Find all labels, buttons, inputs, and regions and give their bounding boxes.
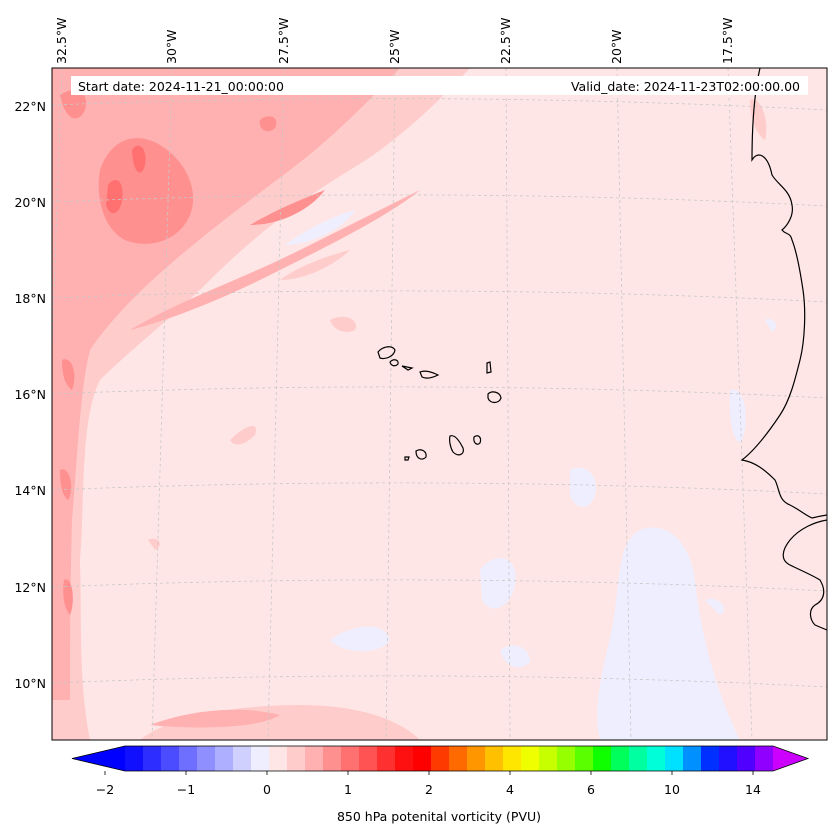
lon-label-17-5w: 17.5°W	[720, 18, 735, 64]
colorbar-segment	[557, 746, 576, 771]
latitude-gridlines	[52, 98, 827, 688]
sal-island	[486, 361, 492, 374]
lon-label-32-5w: 32.5°W	[54, 18, 69, 64]
sao-vicente-island	[389, 359, 399, 367]
santo-antao-island	[377, 346, 396, 360]
cb-tick-10: 10	[664, 782, 680, 797]
fogo-island	[415, 449, 427, 460]
colorbar-segment	[305, 746, 324, 771]
brava-island	[404, 456, 410, 461]
colorbar-segment	[197, 746, 216, 771]
colorbar-segment	[629, 746, 648, 771]
boa-vista-island	[487, 391, 502, 404]
latitude-labels: 22°N 20°N 18°N 16°N 14°N 12°N 10°N	[14, 99, 46, 691]
lat-label-18n: 18°N	[14, 291, 46, 306]
colorbar-segment	[179, 746, 198, 771]
colorbar-segment	[377, 746, 396, 771]
africa-coastline-south	[782, 519, 827, 631]
lat-label-10n: 10°N	[14, 676, 46, 691]
cape-verde-islands	[377, 346, 502, 461]
colorbar-segment	[701, 746, 720, 771]
colorbar-segment	[413, 746, 432, 771]
colorbar-segment	[755, 746, 774, 771]
colorbar-segment	[161, 746, 180, 771]
header-strip	[71, 76, 808, 95]
colorbar-segment	[575, 746, 594, 771]
longitude-gridlines	[52, 68, 753, 740]
colorbar-segment	[233, 746, 252, 771]
cb-tick-14: 14	[745, 782, 761, 797]
lon-label-25w: 25°W	[387, 29, 402, 64]
lon-label-20w: 20°W	[609, 29, 624, 64]
colorbar-title: 850 hPa potenital vorticity (PVU)	[337, 809, 541, 824]
lon-label-27-5w: 27.5°W	[276, 18, 291, 64]
colorbar-segment	[143, 746, 162, 771]
negative-pv-patches	[66, 210, 776, 740]
strong-positive-pv-cores	[60, 90, 325, 615]
colorbar-segment	[449, 746, 468, 771]
sao-nicolau-island	[401, 365, 414, 371]
lat-label-14n: 14°N	[14, 483, 46, 498]
map-panel	[52, 68, 827, 740]
colorbar-segment	[683, 746, 702, 771]
colorbar-tick-labels: −2 −1 0 1 2 4 6 10 14	[96, 782, 761, 797]
santa-luzia-island	[419, 370, 440, 379]
colorbar-segment	[251, 746, 270, 771]
colorbar-segment	[719, 746, 738, 771]
colorbar-segment	[485, 746, 504, 771]
cb-tick-4: 4	[506, 782, 514, 797]
colorbar-segment	[737, 746, 756, 771]
colorbar-extend-max	[773, 746, 808, 771]
map-frame	[51, 67, 828, 741]
lat-label-12n: 12°N	[14, 580, 46, 595]
cb-tick-2: 2	[425, 782, 433, 797]
lat-label-16n: 16°N	[14, 387, 46, 402]
maio-island	[473, 435, 482, 445]
colorbar-segment	[665, 746, 684, 771]
cb-tick-6: 6	[587, 782, 595, 797]
cb-tick-1: 1	[344, 782, 352, 797]
start-date-label: Start date: 2024-11-21_00:00:00	[78, 79, 284, 94]
santiago-island	[449, 435, 464, 456]
colorbar-segment	[269, 746, 288, 771]
colorbar-segment	[431, 746, 450, 771]
colorbar-segment	[125, 746, 144, 771]
colorbar-segment	[503, 746, 522, 771]
colorbar-segment	[539, 746, 558, 771]
colorbar-segment	[467, 746, 486, 771]
cb-tick-m2: −2	[96, 782, 114, 797]
colorbar-segment	[611, 746, 630, 771]
colorbar-segment	[521, 746, 540, 771]
longitude-labels: 32.5°W 30°W 27.5°W 25°W 22.5°W 20°W 17.5…	[54, 18, 735, 64]
colorbar-extend-min	[72, 746, 125, 771]
lon-label-30w: 30°W	[164, 29, 179, 64]
lat-label-22n: 22°N	[14, 99, 46, 114]
colorbar-segment	[323, 746, 342, 771]
colorbar-segment	[287, 746, 306, 771]
lat-label-20n: 20°N	[14, 195, 46, 210]
colorbar	[71, 745, 810, 775]
colorbar-segment	[359, 746, 378, 771]
colorbar-segment	[593, 746, 612, 771]
cb-tick-0: 0	[263, 782, 271, 797]
cb-tick-m1: −1	[177, 782, 195, 797]
colorbar-segment	[395, 746, 414, 771]
colorbar-segment	[647, 746, 666, 771]
colorbar-outline	[71, 745, 810, 772]
valid-date-label: Valid_date: 2024-11-23T02:00:00.00	[571, 79, 800, 94]
colorbar-segment	[215, 746, 234, 771]
lon-label-22-5w: 22.5°W	[498, 18, 513, 64]
strongest-pv-cores	[106, 145, 146, 214]
colorbar-segment	[341, 746, 360, 771]
africa-coastline	[740, 68, 827, 519]
